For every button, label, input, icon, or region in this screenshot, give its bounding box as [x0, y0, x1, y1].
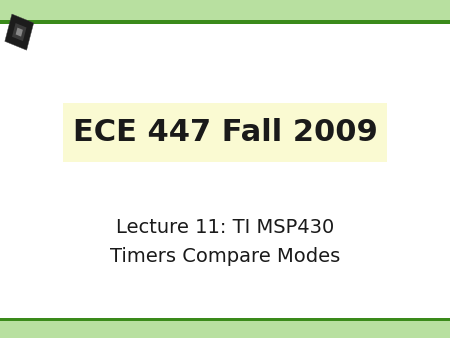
Bar: [0, 0, 450, 20]
Bar: [0, 321, 450, 338]
Text: ECE 447 Fall 2009: ECE 447 Fall 2009: [72, 118, 378, 147]
Text: Lecture 11: TI MSP430: Lecture 11: TI MSP430: [116, 218, 334, 237]
Polygon shape: [5, 14, 34, 50]
Bar: [0, 20, 450, 24]
Polygon shape: [12, 23, 27, 41]
Text: Timers Compare Modes: Timers Compare Modes: [110, 246, 340, 266]
FancyBboxPatch shape: [63, 103, 387, 162]
Polygon shape: [16, 28, 23, 37]
Bar: [0, 318, 450, 321]
